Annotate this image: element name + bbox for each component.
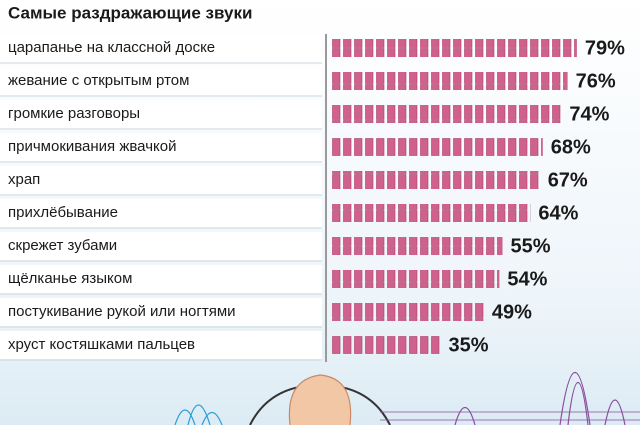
decoration — [174, 372, 640, 425]
bar — [332, 171, 540, 189]
row-background — [0, 67, 322, 95]
bar — [332, 336, 441, 354]
category-label: храп — [8, 171, 40, 188]
category-label: прихлёбывание — [8, 204, 118, 221]
category-label: хруст костяшками пальцев — [8, 336, 195, 353]
bar — [332, 270, 500, 288]
bar — [332, 138, 543, 156]
category-label: причмокивания жвачкой — [8, 138, 176, 155]
row-background — [0, 199, 322, 227]
bar — [332, 204, 531, 222]
category-label: царапанье на классной доске — [8, 39, 215, 56]
row-background — [0, 232, 322, 260]
row-background — [0, 100, 322, 128]
value-label: 55% — [511, 235, 551, 257]
category-label: щёлканье языком — [8, 270, 132, 287]
value-label: 54% — [507, 268, 547, 290]
bar — [332, 303, 484, 321]
value-label: 67% — [548, 169, 588, 191]
value-label: 76% — [576, 70, 616, 92]
bar — [332, 39, 577, 57]
value-label: 79% — [585, 37, 625, 59]
row-background — [0, 331, 322, 359]
value-label: 35% — [449, 334, 489, 356]
row-background — [0, 133, 322, 161]
value-label: 68% — [551, 136, 591, 158]
value-label: 64% — [538, 202, 578, 224]
chart-title: Самые раздражающие звуки — [8, 3, 252, 22]
row-background — [0, 34, 322, 62]
bar — [332, 105, 562, 123]
category-label: скрежет зубами — [8, 237, 117, 254]
value-label: 74% — [569, 103, 609, 125]
row-background — [0, 265, 322, 293]
row-background — [0, 166, 322, 194]
bar — [332, 72, 568, 90]
category-label: постукивание рукой или ногтями — [8, 303, 236, 320]
bar — [332, 237, 503, 255]
row-background — [0, 298, 322, 326]
value-label: 49% — [492, 301, 532, 323]
category-label: жевание с открытым ртом — [8, 72, 189, 89]
category-label: громкие разговоры — [8, 105, 140, 122]
